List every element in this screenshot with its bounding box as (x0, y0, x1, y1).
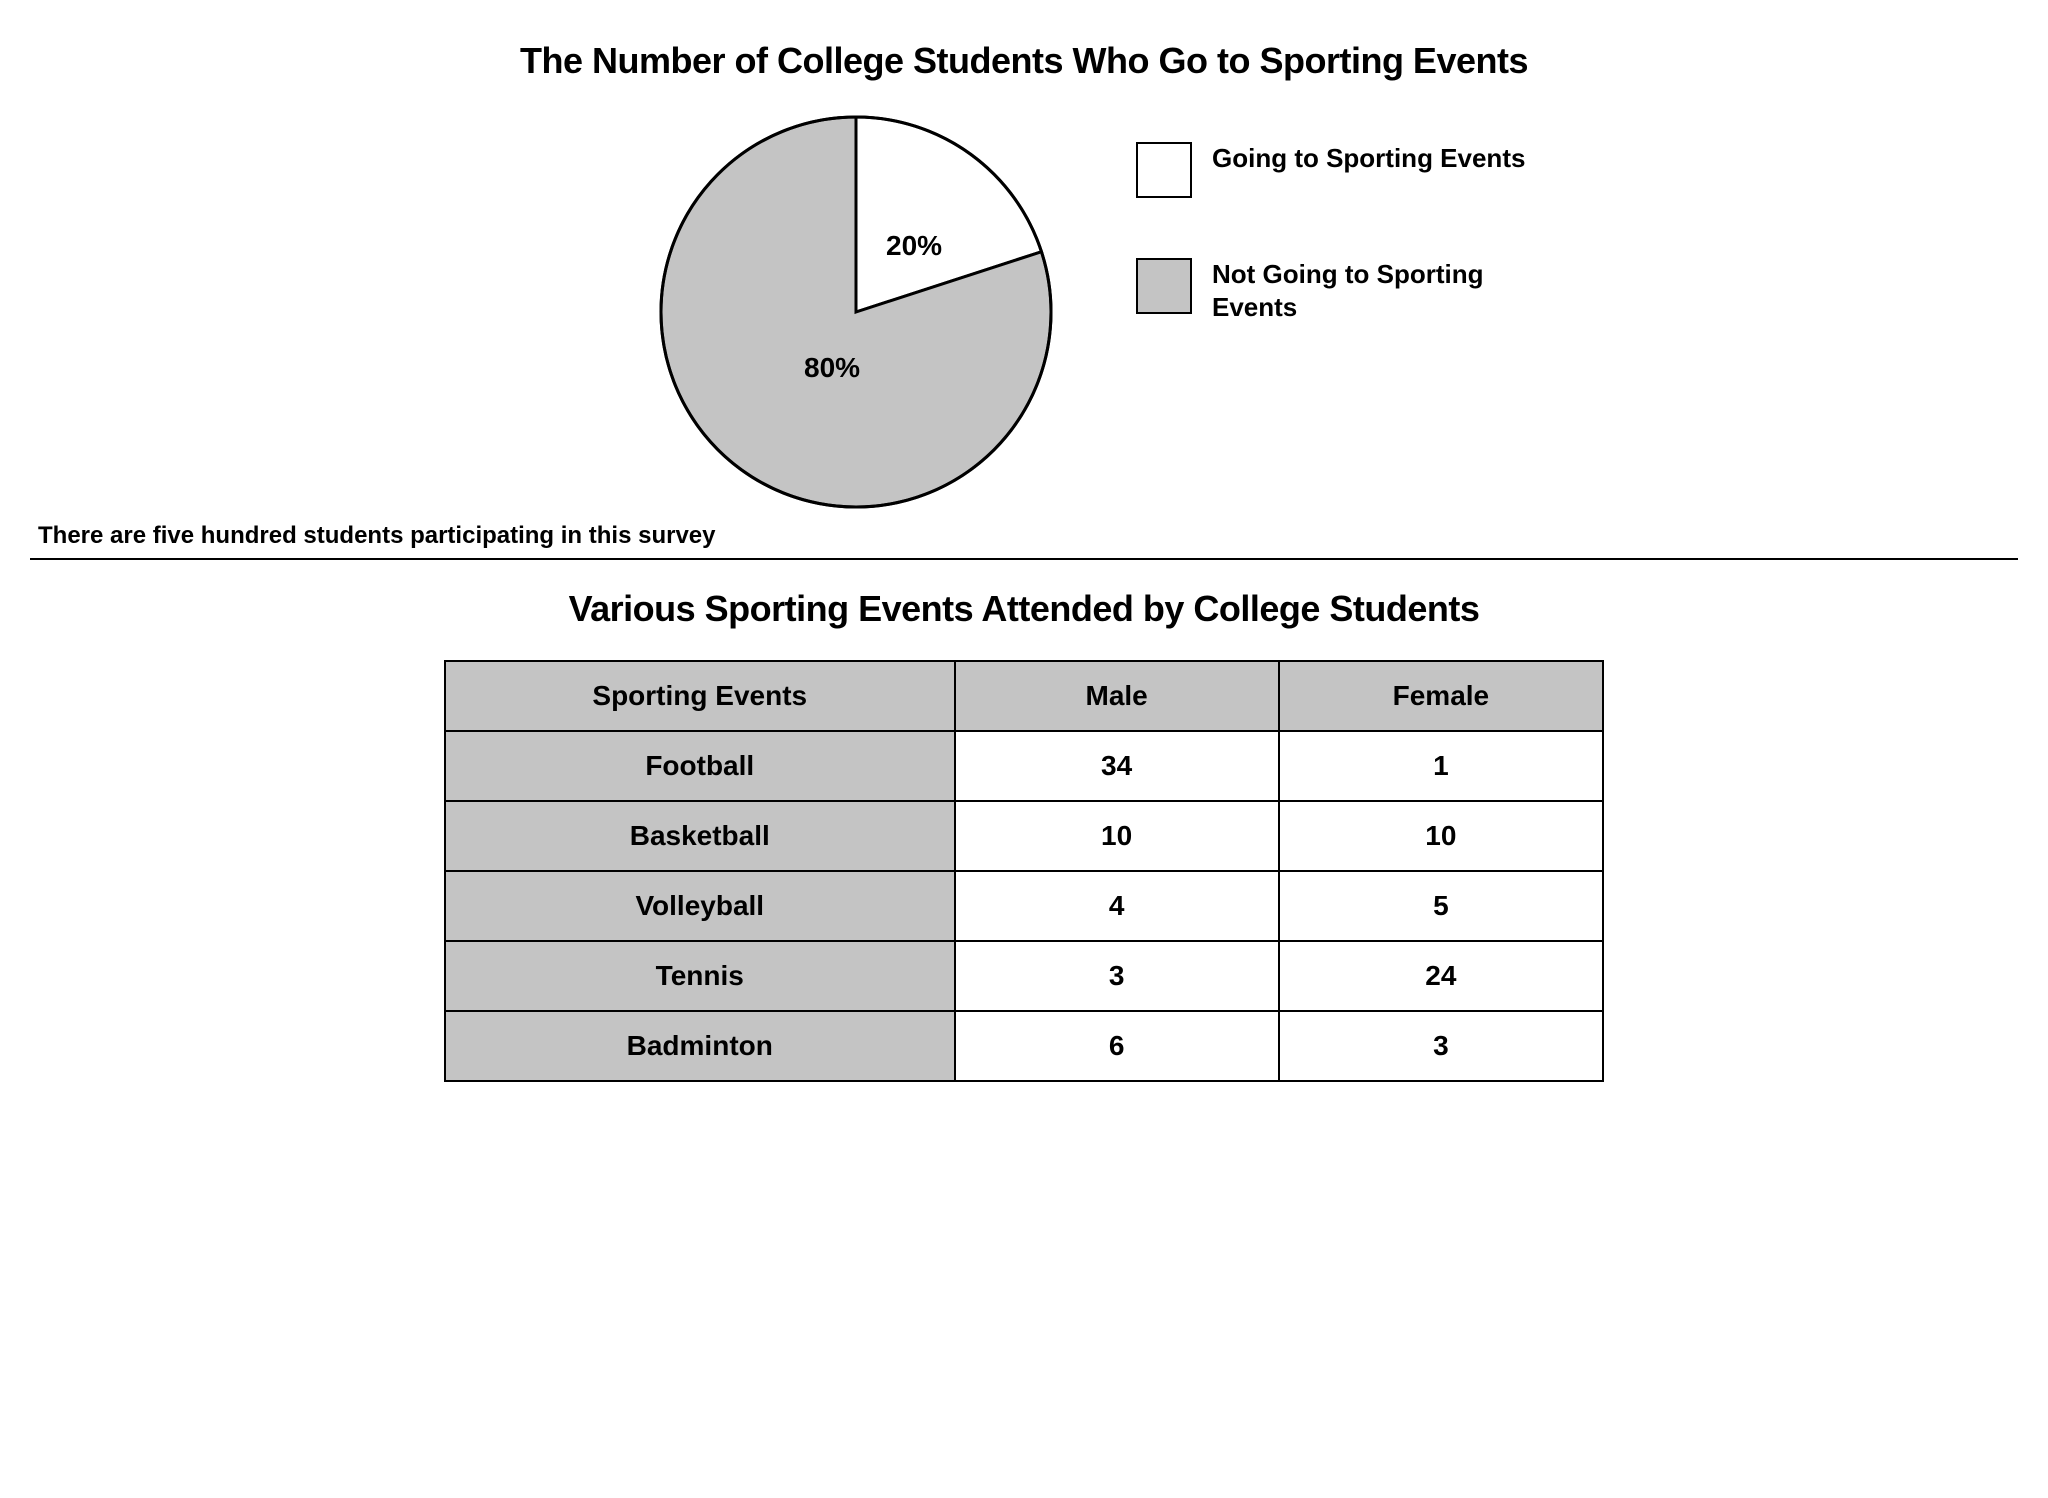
legend: Going to Sporting Events Not Going to Sp… (1136, 112, 1532, 323)
table-header-male: Male (955, 661, 1279, 731)
section-divider (30, 558, 2018, 560)
table-row: Tennis324 (445, 941, 1603, 1011)
table-cell: 5 (1279, 871, 1603, 941)
table-rowhead: Volleyball (445, 871, 955, 941)
table-cell: 6 (955, 1011, 1279, 1081)
table-container: Sporting Events Male Female Football341B… (30, 660, 2018, 1082)
table-cell: 3 (955, 941, 1279, 1011)
table-cell: 24 (1279, 941, 1603, 1011)
table-row: Football341 (445, 731, 1603, 801)
pie-container: 20% 80% (656, 112, 1056, 512)
table-header-female: Female (1279, 661, 1603, 731)
table-row: Volleyball45 (445, 871, 1603, 941)
legend-text-0: Going to Sporting Events (1212, 142, 1525, 175)
table-row: Basketball1010 (445, 801, 1603, 871)
pie-chart (656, 112, 1056, 512)
pie-and-legend: 20% 80% Going to Sporting Events Not Goi… (30, 112, 2018, 512)
survey-footnote: There are five hundred students particip… (30, 522, 2018, 550)
table-cell: 10 (1279, 801, 1603, 871)
table-header-sporting-events: Sporting Events (445, 661, 955, 731)
table-rowhead: Football (445, 731, 955, 801)
section1-title: The Number of College Students Who Go to… (30, 40, 2018, 82)
table-rowhead: Badminton (445, 1011, 955, 1081)
legend-item-0: Going to Sporting Events (1136, 142, 1532, 198)
legend-swatch-1 (1136, 258, 1192, 314)
legend-swatch-0 (1136, 142, 1192, 198)
table-cell: 1 (1279, 731, 1603, 801)
table-rowhead: Tennis (445, 941, 955, 1011)
table-row: Badminton63 (445, 1011, 1603, 1081)
legend-item-1: Not Going to Sporting Events (1136, 258, 1532, 323)
table-cell: 34 (955, 731, 1279, 801)
table-cell: 3 (1279, 1011, 1603, 1081)
legend-text-1: Not Going to Sporting Events (1212, 258, 1532, 323)
pie-slice-label-1: 80% (804, 352, 860, 384)
table-cell: 4 (955, 871, 1279, 941)
table-header-row: Sporting Events Male Female (445, 661, 1603, 731)
pie-slice-label-0: 20% (886, 230, 942, 262)
table-rowhead: Basketball (445, 801, 955, 871)
sporting-events-table: Sporting Events Male Female Football341B… (444, 660, 1604, 1082)
table-cell: 10 (955, 801, 1279, 871)
section2-title: Various Sporting Events Attended by Coll… (30, 588, 2018, 630)
